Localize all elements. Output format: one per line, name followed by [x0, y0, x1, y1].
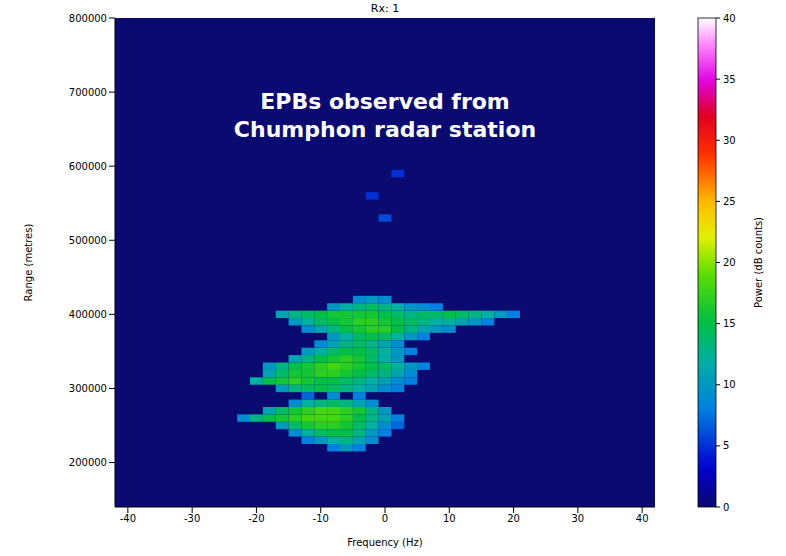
- svg-text:20: 20: [507, 513, 520, 524]
- svg-text:10: 10: [723, 379, 736, 390]
- svg-text:0: 0: [723, 502, 729, 513]
- svg-text:5: 5: [723, 440, 729, 451]
- svg-text:200000: 200000: [69, 457, 107, 468]
- svg-text:700000: 700000: [69, 87, 107, 98]
- svg-text:-30: -30: [184, 513, 200, 524]
- svg-text:Range (metres): Range (metres): [23, 224, 34, 302]
- svg-text:Power (dB counts): Power (dB counts): [753, 217, 764, 308]
- svg-text:25: 25: [723, 196, 736, 207]
- svg-text:300000: 300000: [69, 383, 107, 394]
- svg-text:400000: 400000: [69, 309, 107, 320]
- svg-text:-10: -10: [313, 513, 329, 524]
- html-text:EPBs observed from: EPBs observed from: [260, 89, 510, 114]
- svg-text:35: 35: [723, 74, 736, 85]
- svg-text:500000: 500000: [69, 235, 107, 246]
- svg-text:0: 0: [382, 513, 388, 524]
- svg-text:800000: 800000: [69, 13, 107, 24]
- svg-text:Frequency (Hz): Frequency (Hz): [347, 537, 423, 548]
- svg-text:20: 20: [723, 257, 736, 268]
- svg-text:-40: -40: [120, 513, 136, 524]
- svg-text:40: 40: [636, 513, 649, 524]
- svg-text:-20: -20: [248, 513, 264, 524]
- svg-text:15: 15: [723, 318, 736, 329]
- svg-text:30: 30: [571, 513, 584, 524]
- html-text:Rx: 1: Rx: 1: [370, 2, 400, 15]
- html-text:Chumphon radar station: Chumphon radar station: [233, 117, 537, 142]
- svg-text:600000: 600000: [69, 161, 107, 172]
- svg-text:30: 30: [723, 135, 736, 146]
- svg-text:40: 40: [723, 13, 736, 24]
- svg-text:10: 10: [443, 513, 456, 524]
